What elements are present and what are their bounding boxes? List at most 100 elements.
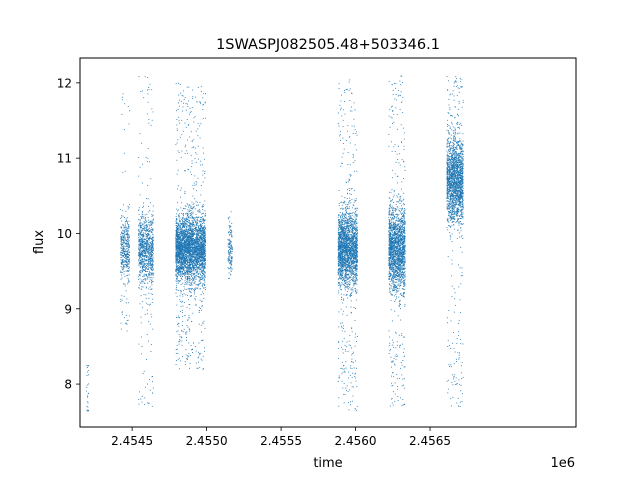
data-point bbox=[185, 243, 187, 245]
data-point bbox=[147, 184, 149, 186]
data-point bbox=[176, 235, 178, 237]
data-point bbox=[121, 252, 123, 253]
data-point bbox=[191, 232, 193, 234]
data-point bbox=[151, 250, 153, 252]
data-point bbox=[121, 262, 123, 264]
data-point bbox=[184, 263, 186, 265]
data-point bbox=[195, 250, 197, 252]
data-point bbox=[182, 249, 184, 251]
data-point bbox=[181, 245, 183, 247]
data-point bbox=[186, 251, 188, 253]
data-point bbox=[228, 244, 230, 246]
data-point bbox=[141, 218, 143, 220]
data-point bbox=[190, 243, 192, 245]
data-point bbox=[189, 267, 191, 269]
data-point bbox=[194, 225, 196, 227]
data-point bbox=[140, 260, 142, 262]
data-point bbox=[190, 206, 192, 208]
data-point bbox=[187, 103, 188, 105]
data-point bbox=[140, 262, 142, 264]
data-point bbox=[203, 252, 205, 254]
data-point bbox=[183, 227, 185, 229]
data-point bbox=[183, 245, 184, 247]
data-point bbox=[124, 236, 126, 238]
data-point bbox=[182, 267, 184, 269]
data-point bbox=[127, 247, 129, 249]
data-point bbox=[148, 273, 150, 274]
data-point bbox=[126, 253, 128, 255]
data-point bbox=[201, 245, 203, 247]
data-point bbox=[199, 283, 201, 285]
data-point bbox=[122, 251, 124, 252]
data-point bbox=[204, 102, 206, 104]
data-point bbox=[127, 244, 129, 246]
data-point bbox=[231, 235, 233, 237]
data-point bbox=[150, 303, 151, 305]
data-point bbox=[86, 371, 88, 373]
data-point bbox=[151, 229, 153, 231]
data-point bbox=[150, 263, 152, 265]
data-point bbox=[183, 208, 185, 210]
data-point bbox=[178, 242, 180, 244]
data-point bbox=[178, 234, 180, 236]
data-point bbox=[178, 152, 180, 153]
data-point bbox=[189, 233, 191, 235]
data-point bbox=[190, 291, 191, 293]
data-point bbox=[178, 82, 180, 84]
data-point bbox=[199, 211, 201, 213]
data-point bbox=[184, 259, 185, 260]
data-point bbox=[186, 239, 188, 241]
data-point bbox=[180, 272, 182, 274]
data-point bbox=[203, 320, 205, 322]
data-point bbox=[183, 256, 185, 257]
data-point bbox=[120, 328, 122, 330]
data-point bbox=[197, 177, 199, 179]
data-point bbox=[141, 247, 143, 249]
data-point bbox=[176, 231, 178, 232]
data-point bbox=[140, 261, 142, 263]
data-point bbox=[140, 226, 142, 228]
data-point bbox=[191, 160, 193, 162]
data-point bbox=[150, 251, 152, 253]
data-point bbox=[231, 223, 233, 224]
data-point bbox=[191, 260, 193, 261]
data-point bbox=[177, 235, 179, 237]
data-point bbox=[179, 259, 181, 261]
data-point bbox=[204, 210, 206, 212]
data-point bbox=[195, 240, 197, 242]
data-point bbox=[230, 251, 232, 253]
data-point bbox=[127, 266, 129, 268]
data-point bbox=[127, 227, 129, 229]
data-point bbox=[151, 244, 153, 246]
data-point bbox=[184, 265, 186, 267]
data-point bbox=[178, 224, 180, 226]
data-point bbox=[188, 269, 190, 270]
data-point bbox=[183, 234, 185, 235]
data-point bbox=[184, 242, 186, 244]
data-point bbox=[187, 294, 188, 296]
data-point bbox=[192, 278, 194, 280]
data-point bbox=[184, 247, 186, 249]
data-point bbox=[198, 354, 200, 356]
data-point bbox=[175, 273, 177, 275]
data-point bbox=[194, 239, 195, 241]
data-point bbox=[142, 269, 144, 271]
data-point bbox=[201, 238, 203, 240]
data-point bbox=[198, 249, 200, 251]
data-point bbox=[198, 243, 200, 245]
data-point bbox=[182, 221, 184, 223]
data-point bbox=[121, 239, 123, 241]
data-point bbox=[150, 243, 152, 245]
data-point bbox=[144, 266, 146, 268]
data-point bbox=[192, 288, 193, 290]
data-point bbox=[138, 76, 140, 78]
data-point bbox=[197, 87, 199, 88]
data-point bbox=[205, 212, 206, 214]
data-point bbox=[141, 234, 143, 236]
data-point bbox=[187, 243, 188, 244]
data-point bbox=[228, 268, 230, 270]
data-point bbox=[138, 237, 140, 239]
data-point bbox=[185, 228, 186, 230]
data-point bbox=[198, 244, 200, 246]
data-point bbox=[147, 148, 149, 149]
